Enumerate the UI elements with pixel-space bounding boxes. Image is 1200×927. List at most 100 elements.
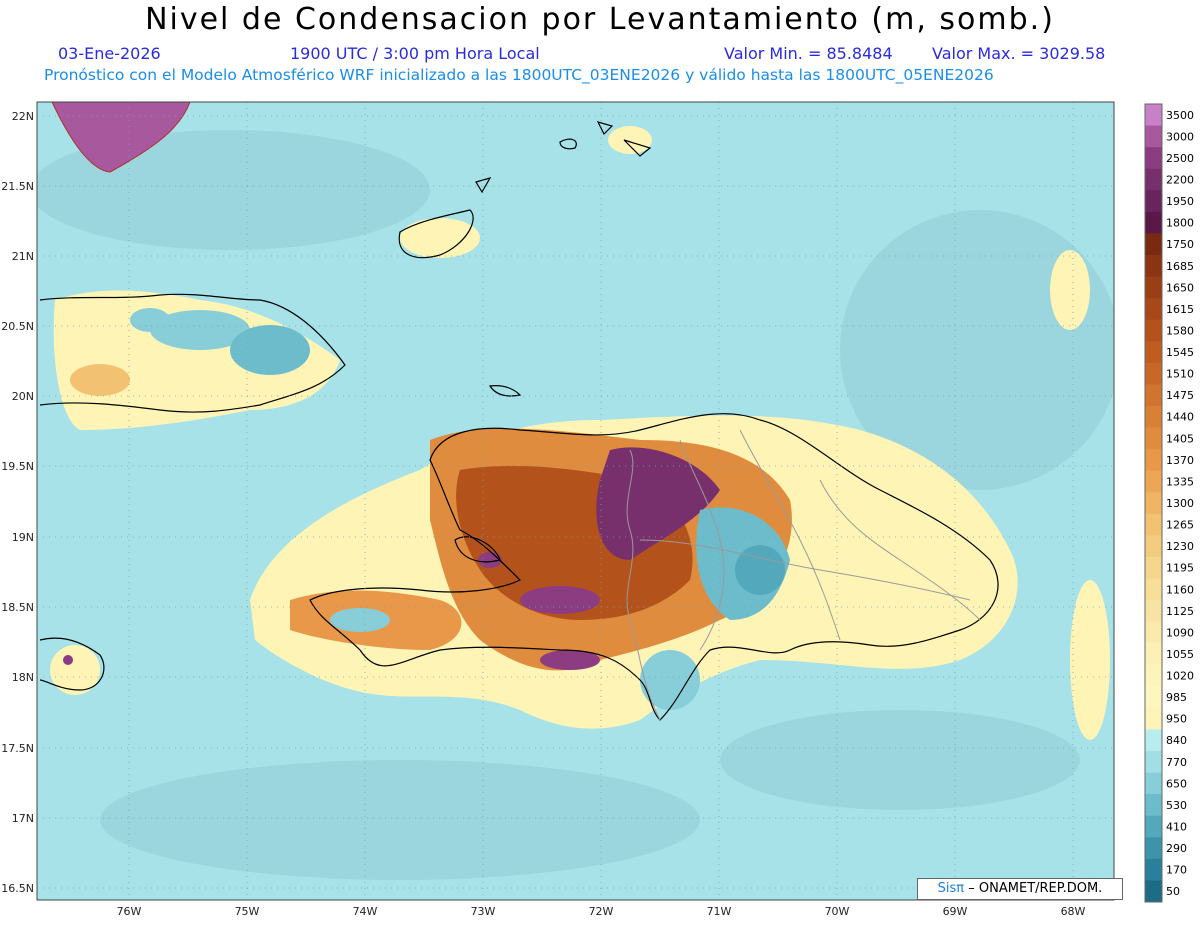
- colorbar-label: 1265: [1166, 519, 1194, 532]
- colorbar-swatch: [1145, 449, 1162, 472]
- map-title: Nivel de Condensacion por Levantamiento …: [145, 2, 1055, 37]
- colorbar-label: 1475: [1166, 389, 1194, 402]
- colorbar-label: 1370: [1166, 454, 1194, 467]
- lon-label: 74W: [353, 905, 378, 918]
- colorbar-label: 1510: [1166, 368, 1194, 381]
- lat-label: 22N: [12, 110, 34, 123]
- lat-label: 18.5N: [1, 601, 34, 614]
- min-value: Valor Min. = 85.8484: [724, 44, 893, 63]
- credit-box: Sisπ – ONAMET/REP.DOM.: [917, 878, 1123, 900]
- colorbar-label: 410: [1166, 821, 1187, 834]
- latitude-labels: 22N 21.5N 21N 20.5N 20N 19.5N 19N 18.5N …: [1, 110, 34, 895]
- colorbar-legend: 3500 3000 2500 2200 1950 1800 1750 1685 1650 1615…: [1144, 103, 1194, 903]
- colorbar-swatch: [1145, 254, 1162, 278]
- colorbar-swatch: [1145, 621, 1162, 644]
- lat-label: 17N: [12, 812, 34, 825]
- colorbar-label: 170: [1166, 864, 1187, 877]
- colorbar-swatch: [1145, 794, 1162, 817]
- lat-label: 19N: [12, 531, 34, 544]
- colorbar-label: 1750: [1166, 238, 1194, 251]
- lon-label: 72W: [589, 905, 614, 918]
- colorbar-swatch: [1145, 104, 1162, 127]
- colorbar-swatch: [1145, 535, 1162, 558]
- colorbar-label: 1685: [1166, 260, 1194, 273]
- colorbar-swatch: [1145, 211, 1162, 234]
- colorbar-swatch: [1145, 513, 1162, 536]
- colorbar-label: 2200: [1166, 173, 1194, 186]
- colorbar-label: 530: [1166, 799, 1187, 812]
- colorbar-label: 1545: [1166, 346, 1194, 359]
- colorbar-label: 1405: [1166, 432, 1194, 445]
- colorbar-swatch: [1145, 147, 1162, 170]
- lon-label: 75W: [235, 905, 260, 918]
- max-value: Valor Max. = 3029.58: [932, 44, 1106, 63]
- colorbar-swatch: [1145, 384, 1162, 407]
- colorbar-swatch: [1145, 427, 1162, 450]
- colorbar-swatch: [1145, 858, 1162, 881]
- colorbar-swatch: [1145, 556, 1162, 579]
- colorbar-label: 1650: [1166, 281, 1194, 294]
- credit-org: – ONAMET/REP.DOM.: [968, 881, 1103, 896]
- colorbar-label: 1335: [1166, 475, 1194, 488]
- forecast-time: 1900 UTC / 3:00 pm Hora Local: [290, 44, 540, 63]
- lat-label: 18N: [12, 671, 34, 684]
- colorbar-label: 1125: [1166, 605, 1194, 618]
- colorbar-label: 1160: [1166, 583, 1194, 596]
- model-info: Pronóstico con el Modelo Atmosférico WRF…: [44, 66, 994, 84]
- longitude-labels: 76W 75W 74W 73W 72W 71W 70W 69W 68W: [117, 905, 1086, 918]
- colorbar-label: 1090: [1166, 626, 1194, 639]
- colorbar-swatch: [1145, 233, 1162, 256]
- colorbar-label: 290: [1166, 842, 1187, 855]
- sispi-logo-text: Sisπ: [937, 881, 965, 896]
- colorbar-swatch: [1145, 707, 1162, 730]
- colorbar-swatch: [1145, 880, 1162, 903]
- colorbar-swatch: [1145, 751, 1162, 774]
- colorbar-label: 1055: [1166, 648, 1194, 661]
- colorbar-swatch: [1145, 362, 1162, 385]
- colorbar-label: 1580: [1166, 324, 1194, 337]
- colorbar-swatch: [1145, 319, 1162, 342]
- colorbar-label: 2500: [1166, 152, 1194, 165]
- colorbar-swatch: [1145, 837, 1162, 860]
- forecast-date: 03-Ene-2026: [58, 44, 161, 63]
- lon-label: 76W: [117, 905, 142, 918]
- colorbar-swatch: [1145, 664, 1162, 687]
- colorbar-swatch: [1145, 125, 1162, 148]
- colorbar-label: 1615: [1166, 303, 1194, 316]
- colorbar-swatch: [1145, 470, 1162, 493]
- colorbar-label: 1800: [1166, 217, 1194, 230]
- colorbar-swatch: [1145, 578, 1162, 601]
- colorbar-label: 650: [1166, 777, 1187, 790]
- colorbar-label: 50: [1166, 885, 1180, 898]
- colorbar-label: 3000: [1166, 130, 1194, 143]
- colorbar-label: 1440: [1166, 411, 1194, 424]
- colorbar-swatch: [1145, 686, 1162, 709]
- lon-label: 71W: [707, 905, 732, 918]
- colorbar-swatch: [1145, 492, 1162, 515]
- colorbar-label: 1195: [1166, 562, 1194, 575]
- colorbar-label: 3500: [1166, 109, 1194, 122]
- lat-label: 16.5N: [1, 882, 34, 895]
- lat-label: 20N: [12, 390, 34, 403]
- colorbar-label: 1300: [1166, 497, 1194, 510]
- colorbar-label: 1020: [1166, 670, 1194, 683]
- colorbar-label: 770: [1166, 756, 1187, 769]
- lat-label: 20.5N: [1, 320, 34, 333]
- colorbar-border: [1144, 103, 1163, 903]
- lat-label: 17.5N: [1, 742, 34, 755]
- colorbar-swatch: [1145, 405, 1162, 429]
- colorbar-label: 1950: [1166, 195, 1194, 208]
- colorbar-swatch: [1145, 168, 1162, 191]
- colorbar-swatch: [1145, 643, 1162, 666]
- lon-label: 73W: [471, 905, 496, 918]
- colorbar-swatch: [1145, 772, 1162, 795]
- colorbar-swatch: [1145, 298, 1162, 321]
- colorbar-swatch: [1145, 600, 1162, 623]
- lon-label: 68W: [1061, 905, 1086, 918]
- colorbar-swatch: [1145, 729, 1162, 752]
- colorbar-label: 950: [1166, 713, 1187, 726]
- colorbar-label: 1230: [1166, 540, 1194, 553]
- lon-label: 70W: [825, 905, 850, 918]
- colorbar-swatch: [1145, 341, 1162, 364]
